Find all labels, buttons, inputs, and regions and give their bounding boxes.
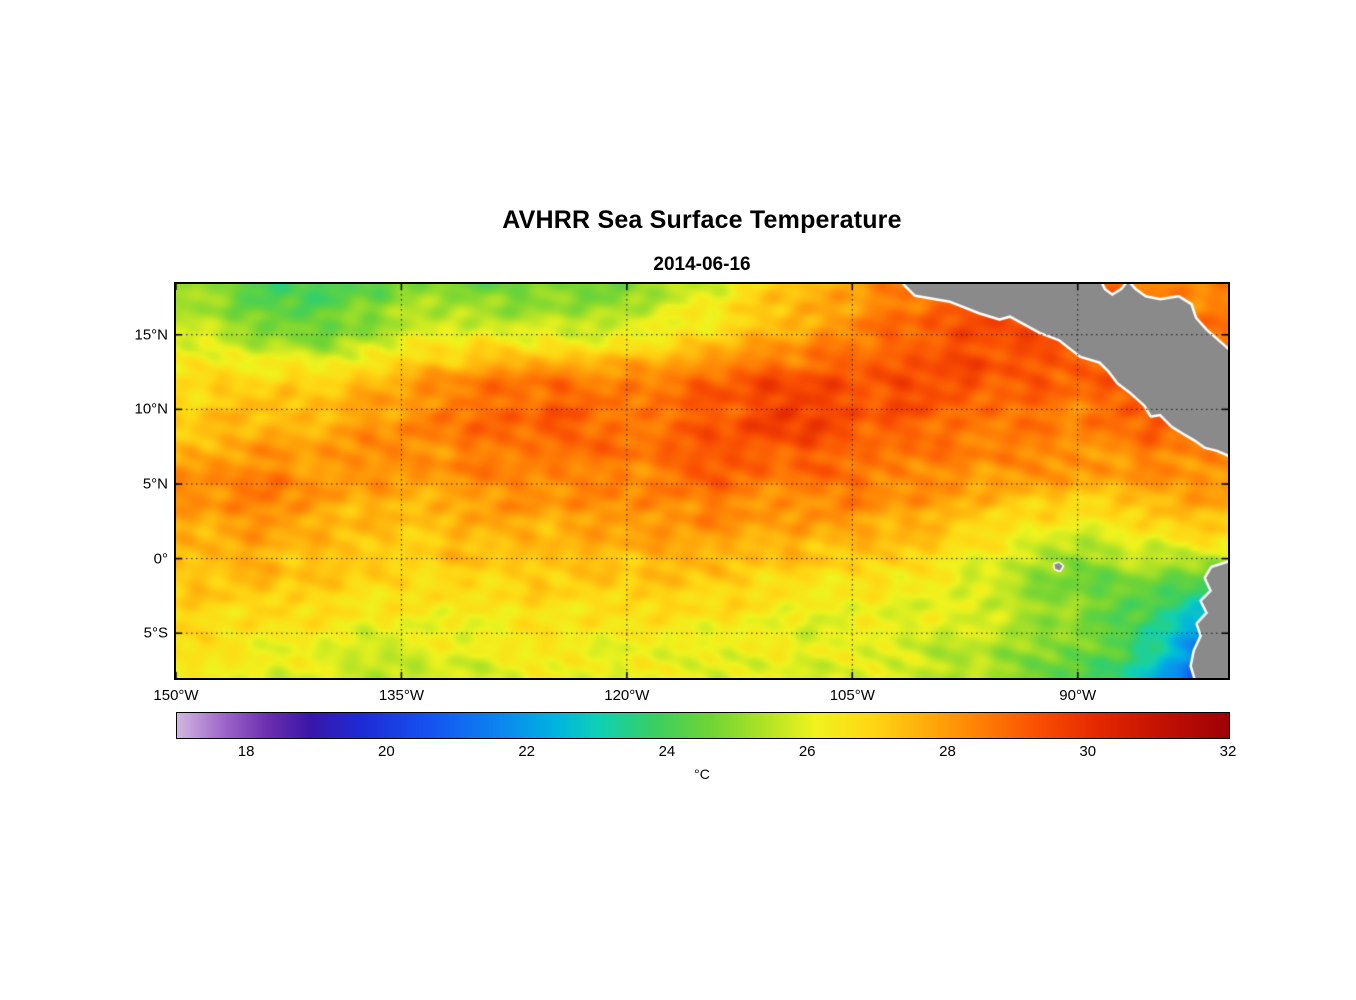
colorbar: [176, 712, 1230, 739]
x-axis-tick-label: 105°W: [829, 687, 875, 704]
chart-title: AVHRR Sea Surface Temperature: [502, 206, 902, 234]
colorbar-tick-label: 30: [1079, 743, 1097, 760]
colorbar-tick-label: 18: [237, 743, 255, 760]
sst-heatmap-canvas: [176, 284, 1228, 678]
y-axis-tick-label: 10°N: [134, 400, 168, 418]
x-axis-tick-label: 120°W: [604, 687, 650, 704]
x-axis-tick-label: 90°W: [1059, 687, 1097, 704]
y-axis-tick-label: 5°S: [143, 624, 168, 642]
chart-subtitle: 2014-06-16: [653, 254, 751, 275]
map-plot: [174, 282, 1230, 680]
colorbar-tick-label: 22: [518, 743, 535, 760]
x-axis-tick-label: 135°W: [378, 687, 425, 704]
colorbar-tick-label: 24: [658, 743, 676, 760]
x-axis-tick-label: 150°W: [153, 687, 199, 704]
y-axis-tick-label: 15°N: [134, 326, 168, 344]
colorbar-unit-label: °C: [694, 766, 710, 782]
y-axis-tick-label: 5°N: [142, 475, 168, 493]
colorbar-tick-label: 26: [798, 743, 816, 760]
colorbar-tick-label: 32: [1219, 743, 1237, 760]
colorbar-tick-label: 20: [378, 743, 395, 760]
colorbar-tick-label: 28: [939, 743, 956, 760]
y-axis-tick-label: 0°: [153, 550, 168, 568]
colorbar-gradient-canvas: [177, 713, 1229, 738]
